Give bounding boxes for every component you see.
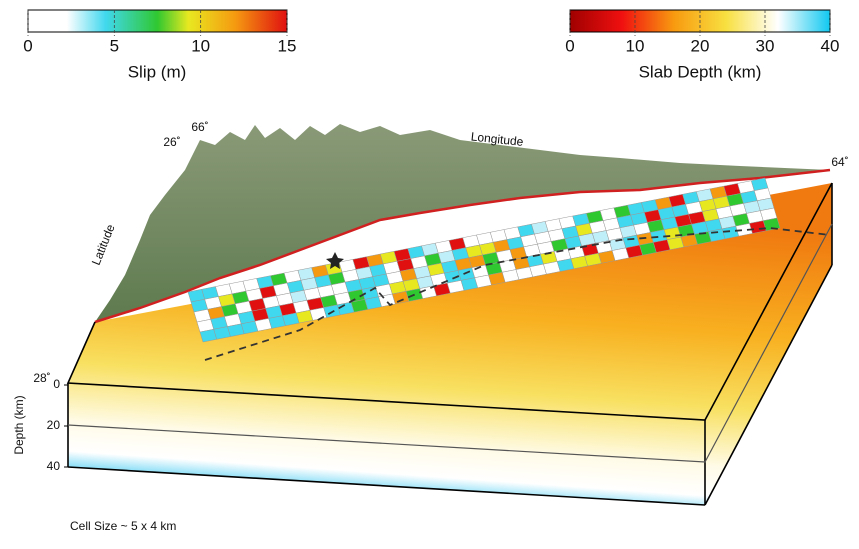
slip-label: Slip (m): [128, 62, 187, 81]
latitude-label: Latitude: [89, 222, 118, 267]
colorbar-tick-label: 0: [23, 36, 32, 55]
fault-cells: [187, 177, 781, 343]
depth-tick-label: 40: [47, 459, 61, 473]
slab-surface: [68, 183, 832, 505]
colorbar-tick-label: 10: [191, 36, 210, 55]
colorbar-tick-label: 15: [278, 36, 297, 55]
colorbar-tick-label: 30: [756, 36, 775, 55]
slab-contour: [204, 227, 831, 361]
topography: [95, 124, 830, 322]
block-frame: [66, 182, 833, 506]
colorbar-tick-label: 5: [110, 36, 119, 55]
longitude-label: Longitude: [470, 129, 524, 148]
trench-line: [94, 168, 831, 324]
depth-axis-label: Depth (km): [12, 395, 26, 454]
lat-tick: 28˚: [33, 371, 50, 385]
colorbar-tick-label: 40: [821, 36, 840, 55]
depth-tick-label: 20: [47, 418, 61, 432]
lon-tick: 66˚: [191, 120, 208, 134]
lat-tick: 26˚: [163, 135, 180, 149]
epicenter-star: [326, 252, 344, 269]
colorbar-tick-label: 0: [565, 36, 574, 55]
depth-label: Slab Depth (km): [639, 62, 762, 81]
depth-tick-label: 0: [53, 377, 60, 391]
colorbar-tick-label: 20: [691, 36, 710, 55]
fault-cell: [762, 217, 781, 232]
lon-tick: 64˚: [831, 155, 848, 169]
caption: Cell Size ~ 5 x 4 km: [70, 519, 176, 533]
slip-colorbar: [27, 9, 288, 33]
colorbar-tick-label: 10: [626, 36, 645, 55]
